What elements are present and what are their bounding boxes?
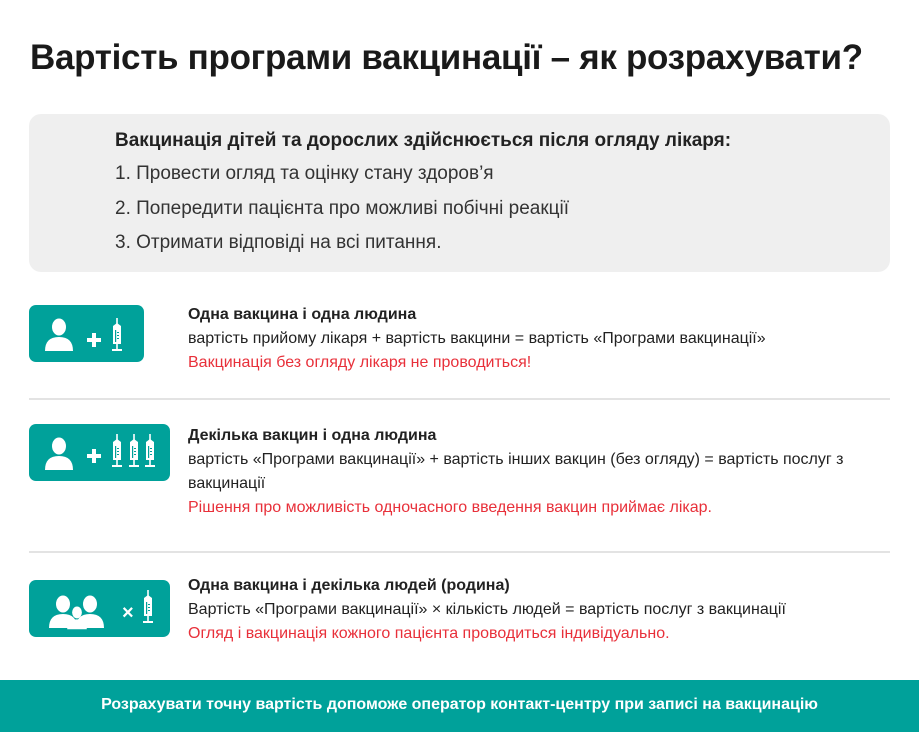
svg-text:×: × xyxy=(122,602,134,624)
info-item: 3. Отримати відповіді на всі питання. xyxy=(115,232,442,253)
person-plus-three-syringes-icon xyxy=(29,424,170,481)
info-item: 1. Провести огляд та оцінку стану здоров… xyxy=(115,163,494,184)
footer-banner: Розрахувати точну вартість допоможе опер… xyxy=(0,680,919,732)
family-times-syringe-icon: × xyxy=(29,580,170,637)
person-plus-syringe-icon xyxy=(29,305,144,362)
page-title: Вартість програми вакцинації – як розрах… xyxy=(30,38,863,77)
case-formula: вартість прийому лікаря + вартість вакци… xyxy=(188,330,766,347)
info-box: Вакцинація дітей та дорослих здійснюєтьс… xyxy=(29,114,890,272)
case-title: Одна вакцина і одна людина xyxy=(188,306,417,323)
case-note: Огляд і вакцинація кожного пацієнта пров… xyxy=(188,625,670,642)
divider xyxy=(29,398,890,400)
info-item: 2. Попередити пацієнта про можливі побіч… xyxy=(115,198,570,219)
case-formula: вартість «Програми вакцинації» + вартіст… xyxy=(188,451,844,492)
case-note: Вакцинація без огляду лікаря не проводит… xyxy=(188,354,532,371)
case-1: Одна вакцина і одна людина вартість прий… xyxy=(188,303,898,375)
case-note: Рішення про можливість одночасного введе… xyxy=(188,499,712,516)
case-3: Одна вакцина і декілька людей (родина) В… xyxy=(188,574,898,646)
case-2: Декілька вакцин і одна людина вартість «… xyxy=(188,424,898,520)
divider xyxy=(29,551,890,553)
case-title: Одна вакцина і декілька людей (родина) xyxy=(188,577,510,594)
info-heading: Вакцинація дітей та дорослих здійснюєтьс… xyxy=(115,130,732,151)
case-formula: Вартість «Програми вакцинації» × кількіс… xyxy=(188,601,786,618)
case-title: Декілька вакцин і одна людина xyxy=(188,427,437,444)
